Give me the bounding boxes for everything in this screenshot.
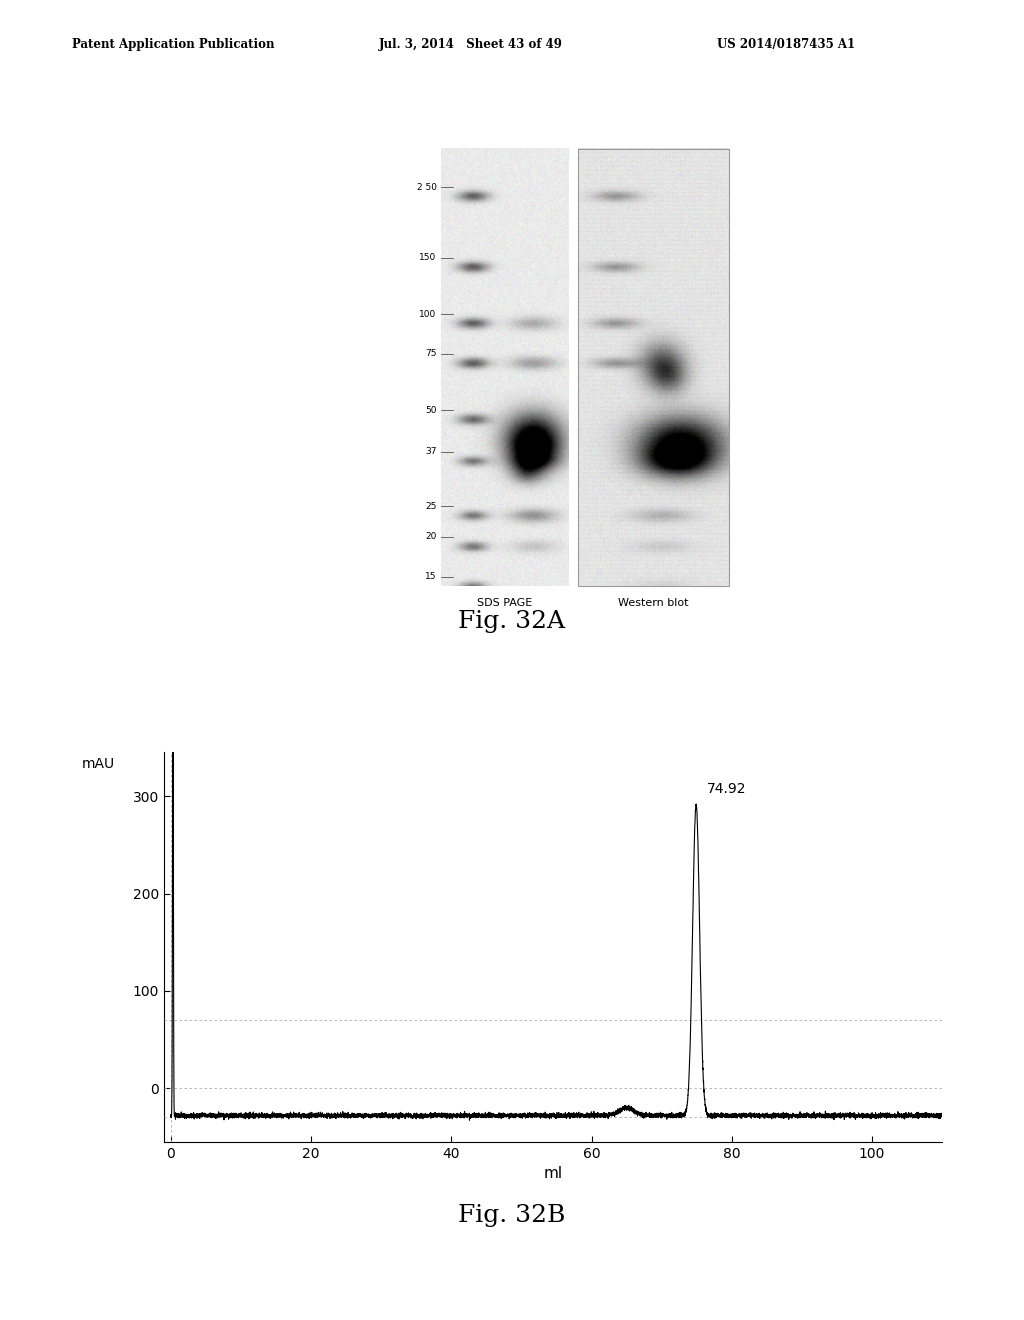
- X-axis label: ml: ml: [544, 1166, 562, 1181]
- Text: 100: 100: [420, 310, 436, 318]
- Text: US 2014/0187435 A1: US 2014/0187435 A1: [717, 38, 855, 51]
- Text: Patent Application Publication: Patent Application Publication: [72, 38, 274, 51]
- Text: 50: 50: [425, 405, 436, 414]
- Text: mAU: mAU: [82, 758, 115, 771]
- Text: 74.92: 74.92: [707, 781, 746, 796]
- Text: Jul. 3, 2014   Sheet 43 of 49: Jul. 3, 2014 Sheet 43 of 49: [379, 38, 563, 51]
- Text: 150: 150: [420, 253, 436, 263]
- Text: 25: 25: [425, 502, 436, 511]
- Text: Western blot: Western blot: [618, 598, 688, 609]
- Text: SDS PAGE: SDS PAGE: [477, 598, 532, 609]
- Text: 75: 75: [425, 350, 436, 359]
- Bar: [578, 149, 729, 586]
- Text: 37: 37: [425, 447, 436, 457]
- Text: 15: 15: [425, 573, 436, 581]
- Text: Fig. 32B: Fig. 32B: [459, 1204, 565, 1226]
- Text: Fig. 32A: Fig. 32A: [459, 610, 565, 632]
- Text: 2 50: 2 50: [417, 182, 436, 191]
- Text: 20: 20: [425, 532, 436, 541]
